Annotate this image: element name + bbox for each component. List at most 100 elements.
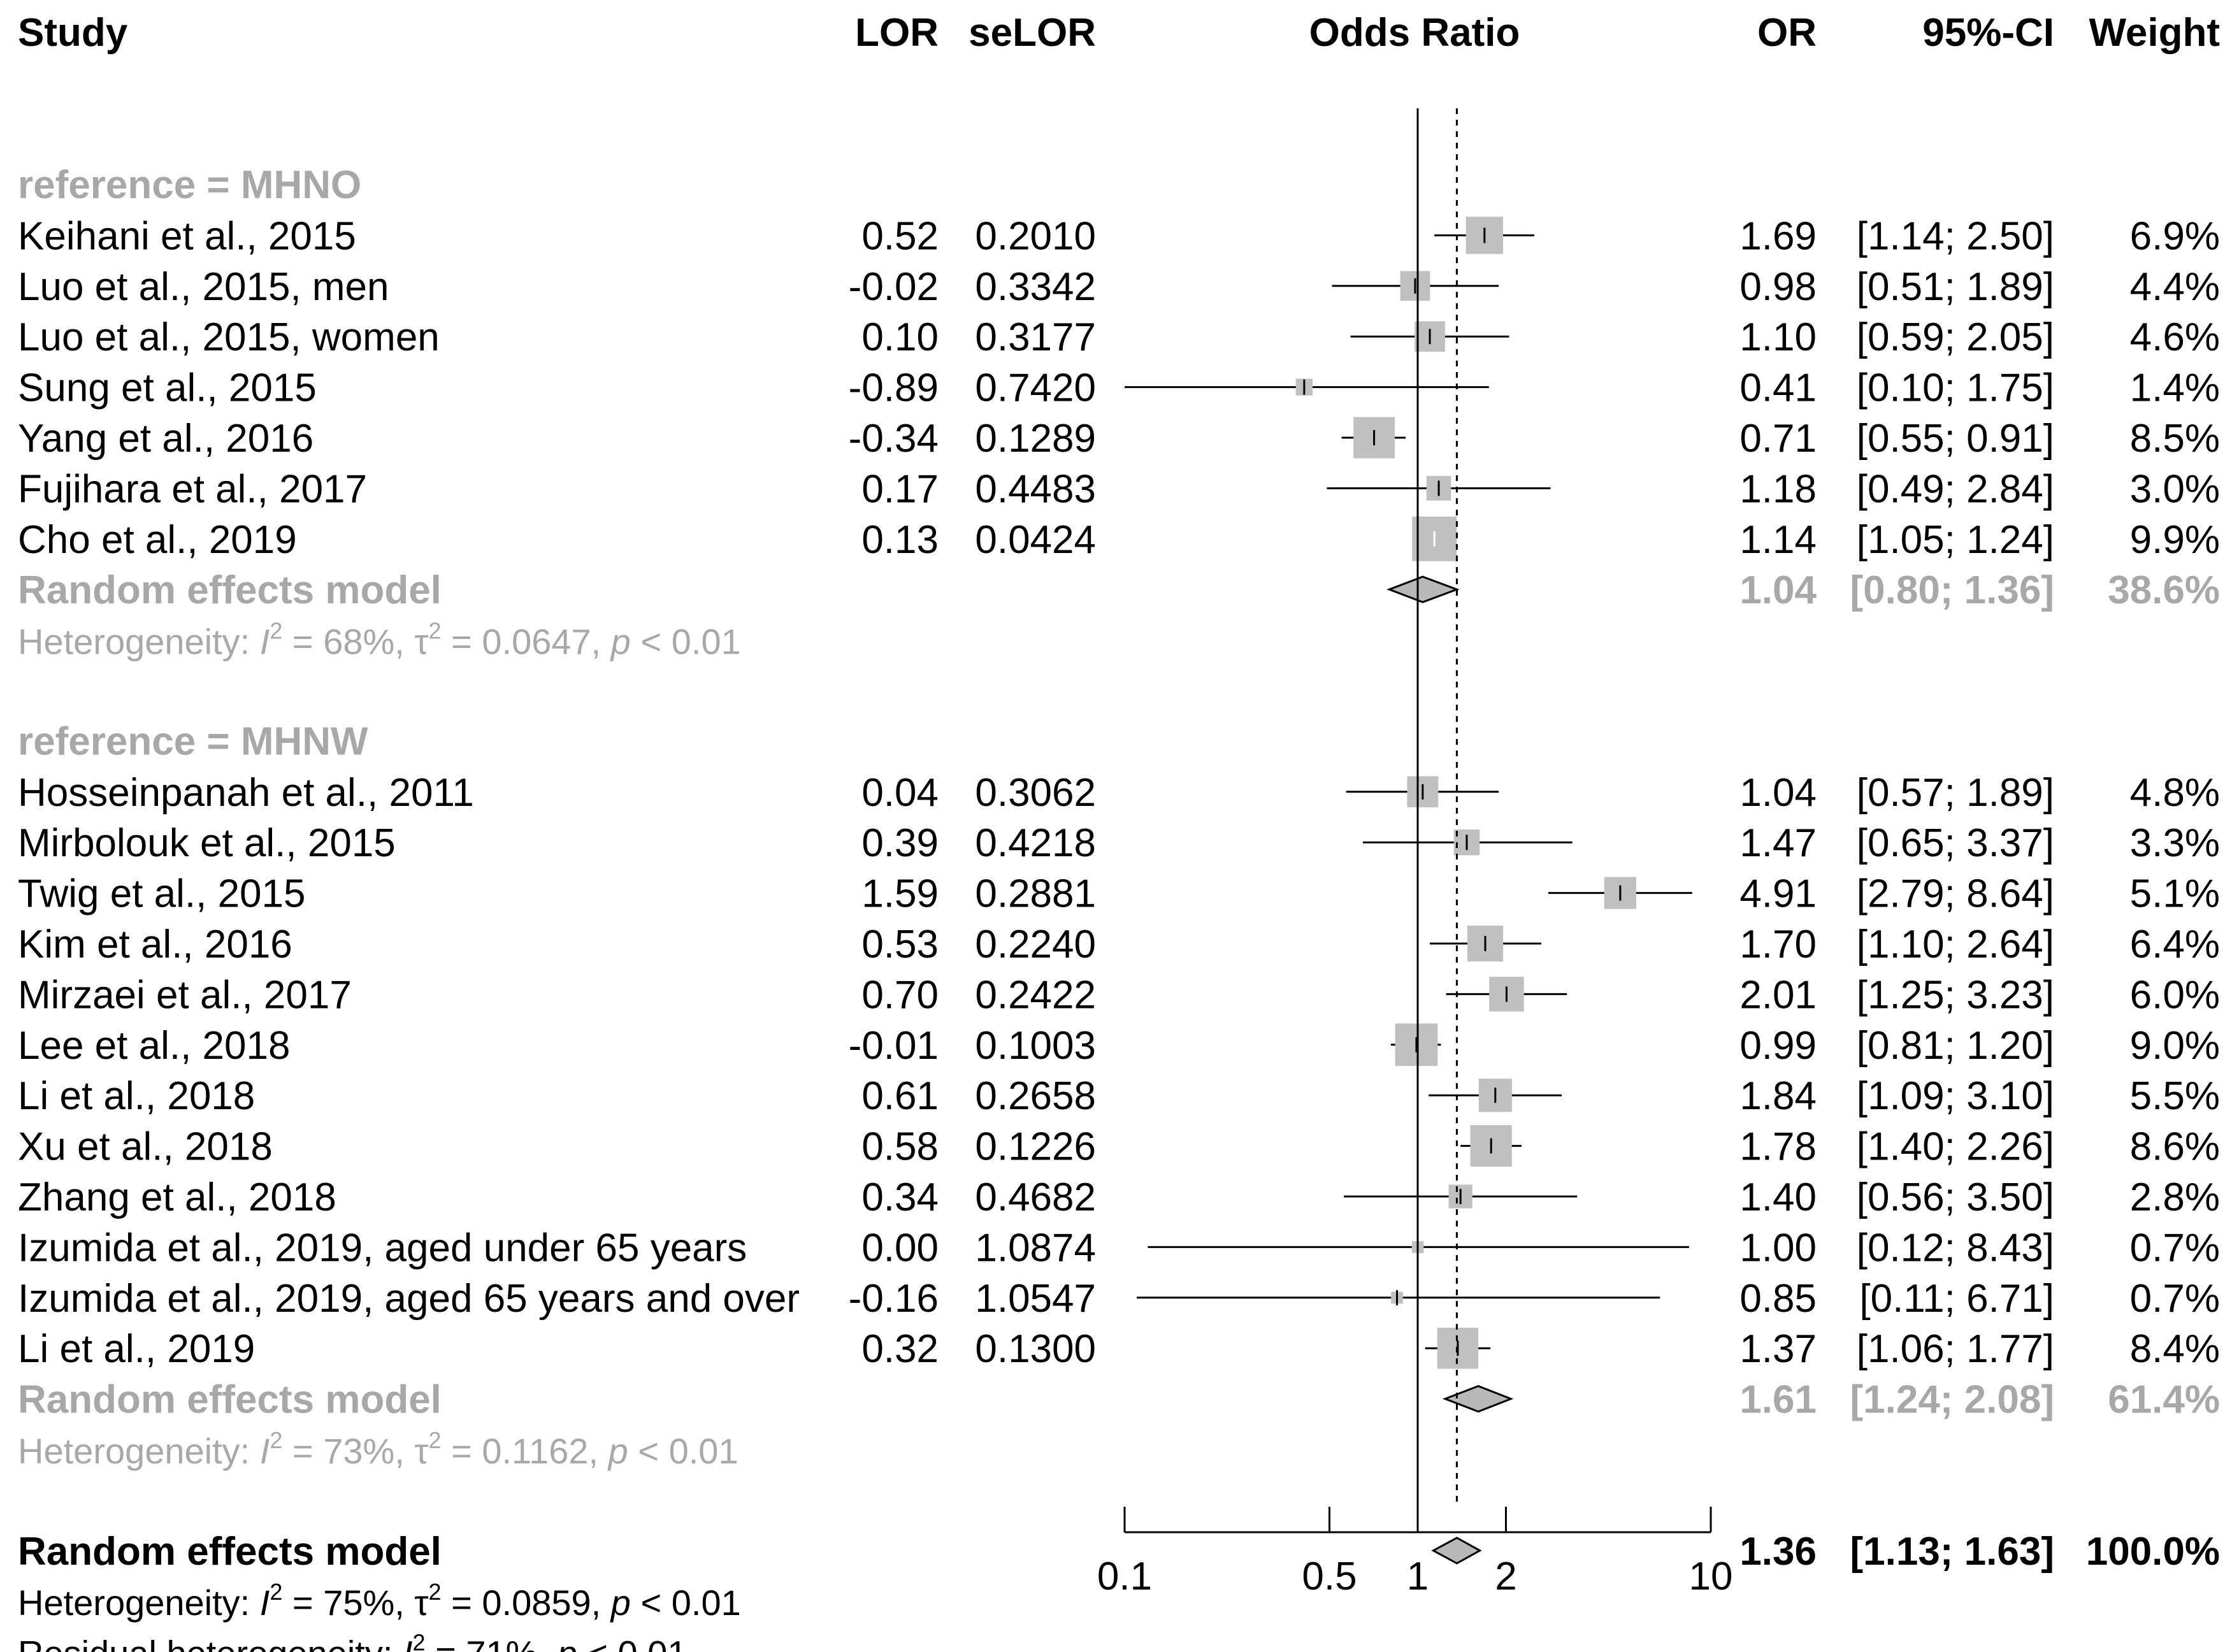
selor-value: 0.1300 [975,1327,1096,1371]
subgroup-pooled-ci: [1.24; 2.08] [1850,1378,2054,1422]
forest-marks [1125,217,1692,1565]
lor-value: 0.53 [861,923,939,966]
ci-value: [0.10; 1.75] [1857,366,2054,410]
or-value: 1.47 [1739,821,1817,865]
selor-value: 0.7420 [975,366,1096,410]
header-selor: seLOR [968,11,1096,55]
or-value: 2.01 [1739,973,1817,1017]
lor-value: 0.00 [861,1226,939,1270]
study-label: Li et al., 2019 [18,1327,255,1371]
study-label: Xu et al., 2018 [18,1125,273,1169]
or-value: 1.04 [1739,771,1817,815]
study-label: Cho et al., 2019 [18,518,297,562]
study-label: Luo et al., 2015, men [18,265,389,309]
ci-value: [1.14; 2.50] [1857,214,2054,258]
subgroup-heterogeneity: Heterogeneity: I2 = 73%, τ2 = 0.1162, p … [18,1427,738,1471]
weight-value: 6.0% [2130,973,2220,1017]
study-label: Lee et al., 2018 [18,1024,290,1068]
subgroup-label: reference = MHNW [18,719,368,763]
axis-tick-label: 2 [1495,1555,1516,1598]
ci-value: [0.51; 1.89] [1857,265,2054,309]
subgroup-pooled-label: Random effects model [18,1378,442,1422]
selor-value: 0.1289 [975,417,1096,461]
ci-value: [1.09; 3.10] [1857,1074,2054,1118]
overall-or: 1.36 [1739,1530,1817,1574]
lor-value: 0.61 [861,1074,939,1118]
lor-value: -0.01 [849,1024,939,1068]
weight-value: 3.3% [2130,821,2220,865]
lor-value: -0.16 [849,1277,939,1321]
weight-value: 8.6% [2130,1125,2220,1169]
forest-rows: reference = MHNO Keihani et al., 2015 0.5 2… [18,163,2220,1652]
header-lor: LOR [855,11,939,55]
selor-value: 0.2010 [975,214,1096,258]
or-value: 4.91 [1739,872,1817,916]
subgroup-label: reference = MHNO [18,163,361,207]
subgroup-heterogeneity: Heterogeneity: I2 = 68%, τ2 = 0.0647, p … [18,618,741,662]
selor-value: 0.2881 [975,872,1096,916]
or-value: 0.41 [1739,366,1817,410]
ci-value: [1.25; 3.23] [1857,973,2054,1017]
selor-value: 0.1226 [975,1125,1096,1169]
or-value: 0.71 [1739,417,1817,461]
study-label: Twig et al., 2015 [18,872,306,916]
axis-tick-label: 0.5 [1302,1555,1357,1598]
ci-value: [0.81; 1.20] [1857,1024,2054,1068]
header-weight: Weight [2089,11,2221,55]
weight-value: 1.4% [2130,366,2220,410]
lor-value: 1.59 [861,872,939,916]
study-label: Hosseinpanah et al., 2011 [18,771,474,815]
overall-label: Random effects model [18,1530,442,1574]
lor-value: 0.13 [861,518,939,562]
weight-value: 2.8% [2130,1175,2220,1219]
ci-value: [0.55; 0.91] [1857,417,2054,461]
selor-value: 1.0547 [975,1277,1096,1321]
study-label: Mirzaei et al., 2017 [18,973,352,1017]
ci-value: [1.06; 1.77] [1857,1327,2054,1371]
or-value: 1.00 [1739,1226,1817,1270]
weight-value: 6.9% [2130,214,2220,258]
or-value: 0.98 [1739,265,1817,309]
study-label: Sung et al., 2015 [18,366,317,410]
subgroup-diamond [1386,575,1460,603]
study-label: Izumida et al., 2019, aged under 65 year… [18,1226,747,1270]
weight-value: 9.9% [2130,518,2220,562]
axis-tick-label: 1 [1407,1555,1429,1598]
or-value: 1.78 [1739,1125,1817,1169]
selor-value: 0.0424 [975,518,1096,562]
study-label: Zhang et al., 2018 [18,1175,336,1219]
selor-value: 0.2240 [975,923,1096,966]
x-axis: 0.1 0.5 1 2 10 [1097,108,1732,1598]
ci-value: [0.11; 6.71] [1859,1277,2054,1321]
selor-value: 0.1003 [975,1024,1096,1068]
ci-value: [0.12; 8.43] [1857,1226,2054,1270]
selor-value: 0.3342 [975,265,1096,309]
weight-value: 8.4% [2130,1327,2220,1371]
or-value: 1.37 [1739,1327,1817,1371]
study-label: Mirbolouk et al., 2015 [18,821,396,865]
study-label: Keihani et al., 2015 [18,214,356,258]
study-label: Li et al., 2018 [18,1074,255,1118]
study-label: Yang et al., 2016 [18,417,313,461]
subgroup-diamond [1442,1384,1514,1413]
selor-value: 0.4682 [975,1175,1096,1219]
header-row: Study LOR seLOR Odds Ratio OR 95%-CI Wei… [18,11,2220,55]
lor-value: 0.10 [861,315,939,359]
subgroup-pooled-ci: [0.80; 1.36] [1850,568,2054,612]
ci-value: [2.79; 8.64] [1857,872,2054,916]
overall-diamond [1431,1537,1482,1565]
subgroup-pooled-or: 1.61 [1739,1378,1817,1422]
lor-value: 0.04 [861,771,939,815]
overall-weight: 100.0% [2086,1530,2220,1574]
subgroup-pooled-or: 1.04 [1739,568,1817,612]
header-study: Study [18,11,128,55]
selor-value: 0.3177 [975,315,1096,359]
ci-value: [0.57; 1.89] [1857,771,2054,815]
lor-value: 0.17 [861,467,939,511]
study-label: Kim et al., 2016 [18,923,292,966]
lor-value: -0.89 [849,366,939,410]
selor-value: 0.2422 [975,973,1096,1017]
lor-value: -0.34 [849,417,939,461]
lor-value: 0.34 [861,1175,939,1219]
